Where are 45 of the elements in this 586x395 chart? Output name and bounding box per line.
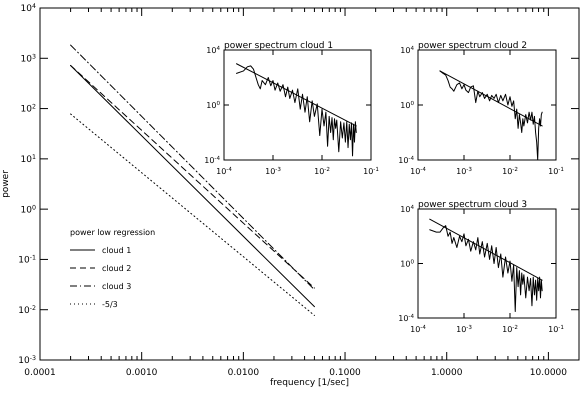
y-tick-label: 10$^{-3}$ [18,354,36,366]
y-tick-label: 10$^{-4}$ [398,312,414,323]
x-axis-title: frequency [1/sec] [270,378,349,388]
x-tick-label: 1.0000 [430,368,463,378]
y-tick-label: 10$^{-4}$ [398,154,414,165]
x-tick-label: 10$^{-3}$ [456,324,472,334]
y-tick-label: 10$^{0}$ [206,100,220,110]
y-tick-label: 10$^{0}$ [400,100,414,110]
chart-title: power spectrum cloud 3 [418,200,528,210]
y-tick-label: 10$^{0}$ [20,204,36,216]
chart-title: power spectrum cloud 1 [224,41,334,51]
x-tick-label: 10$^{-3}$ [265,166,282,176]
x-tick-label: 0.0010 [126,368,158,378]
y-tick-label: 10$^{0}$ [400,258,414,268]
x-tick-label: 10$^{-1}$ [548,166,564,176]
y-tick-label: 10$^{1}$ [20,154,36,166]
y-tick-label: 10$^{4}$ [20,2,36,14]
y-tick-label: 10$^{-2}$ [18,304,36,316]
y-axis-title: power [1,170,11,198]
x-tick-label: 10$^{-4}$ [216,166,232,176]
x-tick-label: 10$^{-4}$ [410,166,426,176]
x-tick-label: 10$^{-1}$ [548,324,564,334]
x-tick-label: 10$^{-3}$ [456,166,472,176]
legend-label: cloud 1 [102,246,132,255]
x-tick-label: 10$^{-2}$ [314,166,330,176]
x-tick-label: 0.0100 [228,368,260,378]
y-tick-label: 10$^{2}$ [20,103,36,115]
y-tick-label: 10$^{4}$ [400,44,414,55]
legend-title: power low regression [70,228,156,237]
y-tick-label: 10$^{3}$ [20,52,36,64]
chart-title: power spectrum cloud 2 [418,41,528,51]
y-tick-label: 10$^{4}$ [400,204,414,214]
x-tick-label: 10$^{-2}$ [502,166,518,176]
legend-label: -5/3 [102,300,118,309]
x-tick-label: 10$^{-1}$ [363,166,380,176]
legend-label: cloud 2 [102,264,132,273]
y-tick-label: 10$^{-4}$ [204,154,220,165]
y-tick-label: 10$^{-1}$ [18,254,36,266]
x-tick-label: 10$^{-2}$ [502,324,518,334]
x-tick-label: 10$^{-4}$ [410,324,426,334]
legend-label: cloud 3 [102,282,132,291]
y-tick-label: 10$^{4}$ [206,44,220,55]
x-tick-label: 0.0001 [24,368,56,378]
x-tick-label: 10.0000 [530,368,568,378]
x-tick-label: 0.1000 [329,368,362,378]
